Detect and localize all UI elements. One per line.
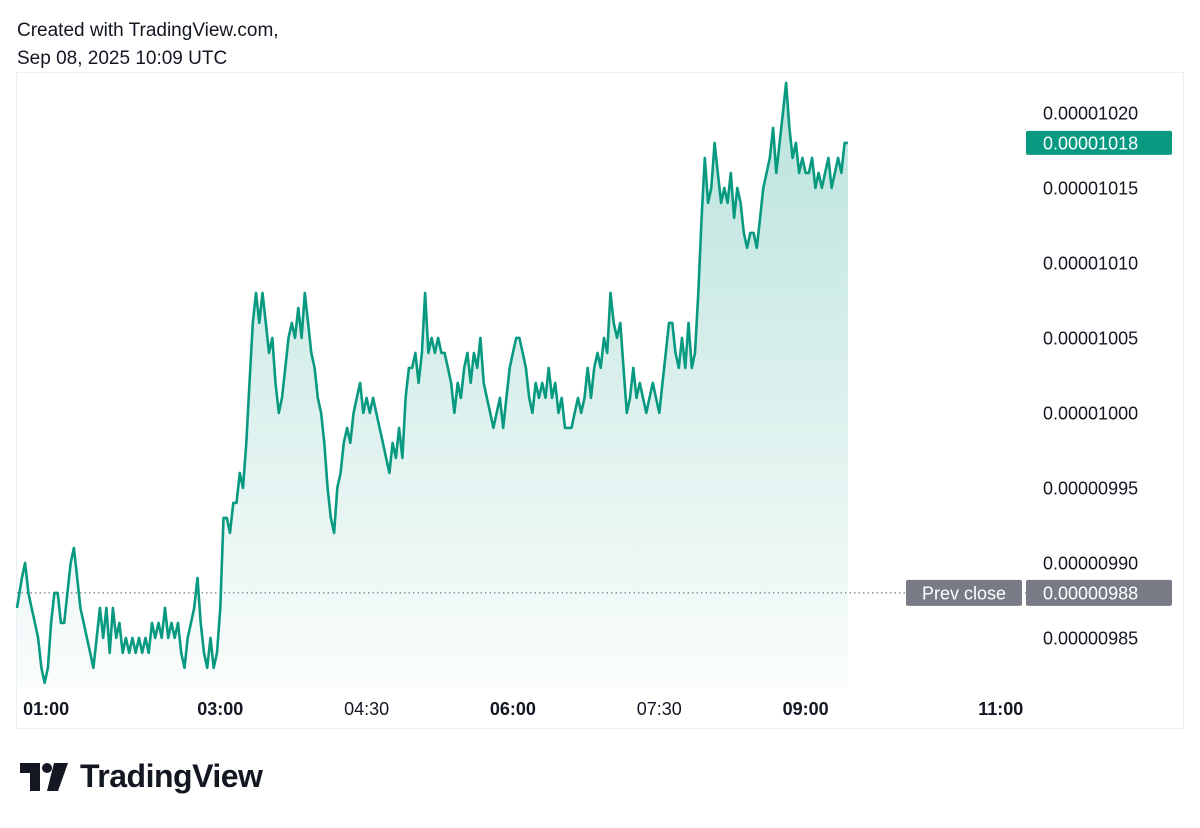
last-price-badge <box>1026 130 1172 155</box>
x-tick-label: 09:00 <box>783 699 829 719</box>
prev-close-name: Prev close <box>922 583 1006 603</box>
y-tick-label: 0.00001010 <box>1043 253 1138 273</box>
snapshot-date: Sep 08, 2025 10:09 UTC <box>17 48 228 69</box>
prev-close-badge <box>1026 579 1172 606</box>
prev-close-tag <box>906 579 1022 606</box>
x-tick-label: 11:00 <box>978 699 1023 719</box>
x-tick-label: 03:00 <box>197 699 243 719</box>
price-line <box>15 81 848 685</box>
y-tick-label: 0.00001015 <box>1043 178 1138 198</box>
prev-close-value: 0.00000988 <box>1043 583 1138 603</box>
x-tick-label: 07:30 <box>637 699 682 719</box>
last-price-label: 0.00001018 <box>1043 133 1138 153</box>
price-area-fill <box>17 82 848 688</box>
chart-frame <box>16 72 1184 729</box>
y-tick-label: 0.00000990 <box>1043 553 1138 573</box>
y-tick-label: 0.00001005 <box>1043 328 1138 348</box>
created-with-text: Created with TradingView.com, <box>17 20 279 41</box>
brand-name: TradingView <box>80 758 263 794</box>
x-tick-label: 06:00 <box>490 699 536 719</box>
x-tick-label: 01:00 <box>23 699 69 719</box>
tradingview-logo-icon <box>20 762 68 791</box>
brand: TradingView <box>20 758 263 795</box>
price-chart[interactable]: 0.00001020 0.00001015 0.00001010 0.00001005… <box>0 0 1200 740</box>
y-tick-label: 0.00000995 <box>1043 478 1138 498</box>
x-tick-label: 04:30 <box>344 699 389 719</box>
y-tick-label: 0.00000985 <box>1043 628 1138 648</box>
y-tick-label: 0.00001000 <box>1043 403 1138 423</box>
y-tick-label: 0.00001020 <box>1043 103 1138 123</box>
